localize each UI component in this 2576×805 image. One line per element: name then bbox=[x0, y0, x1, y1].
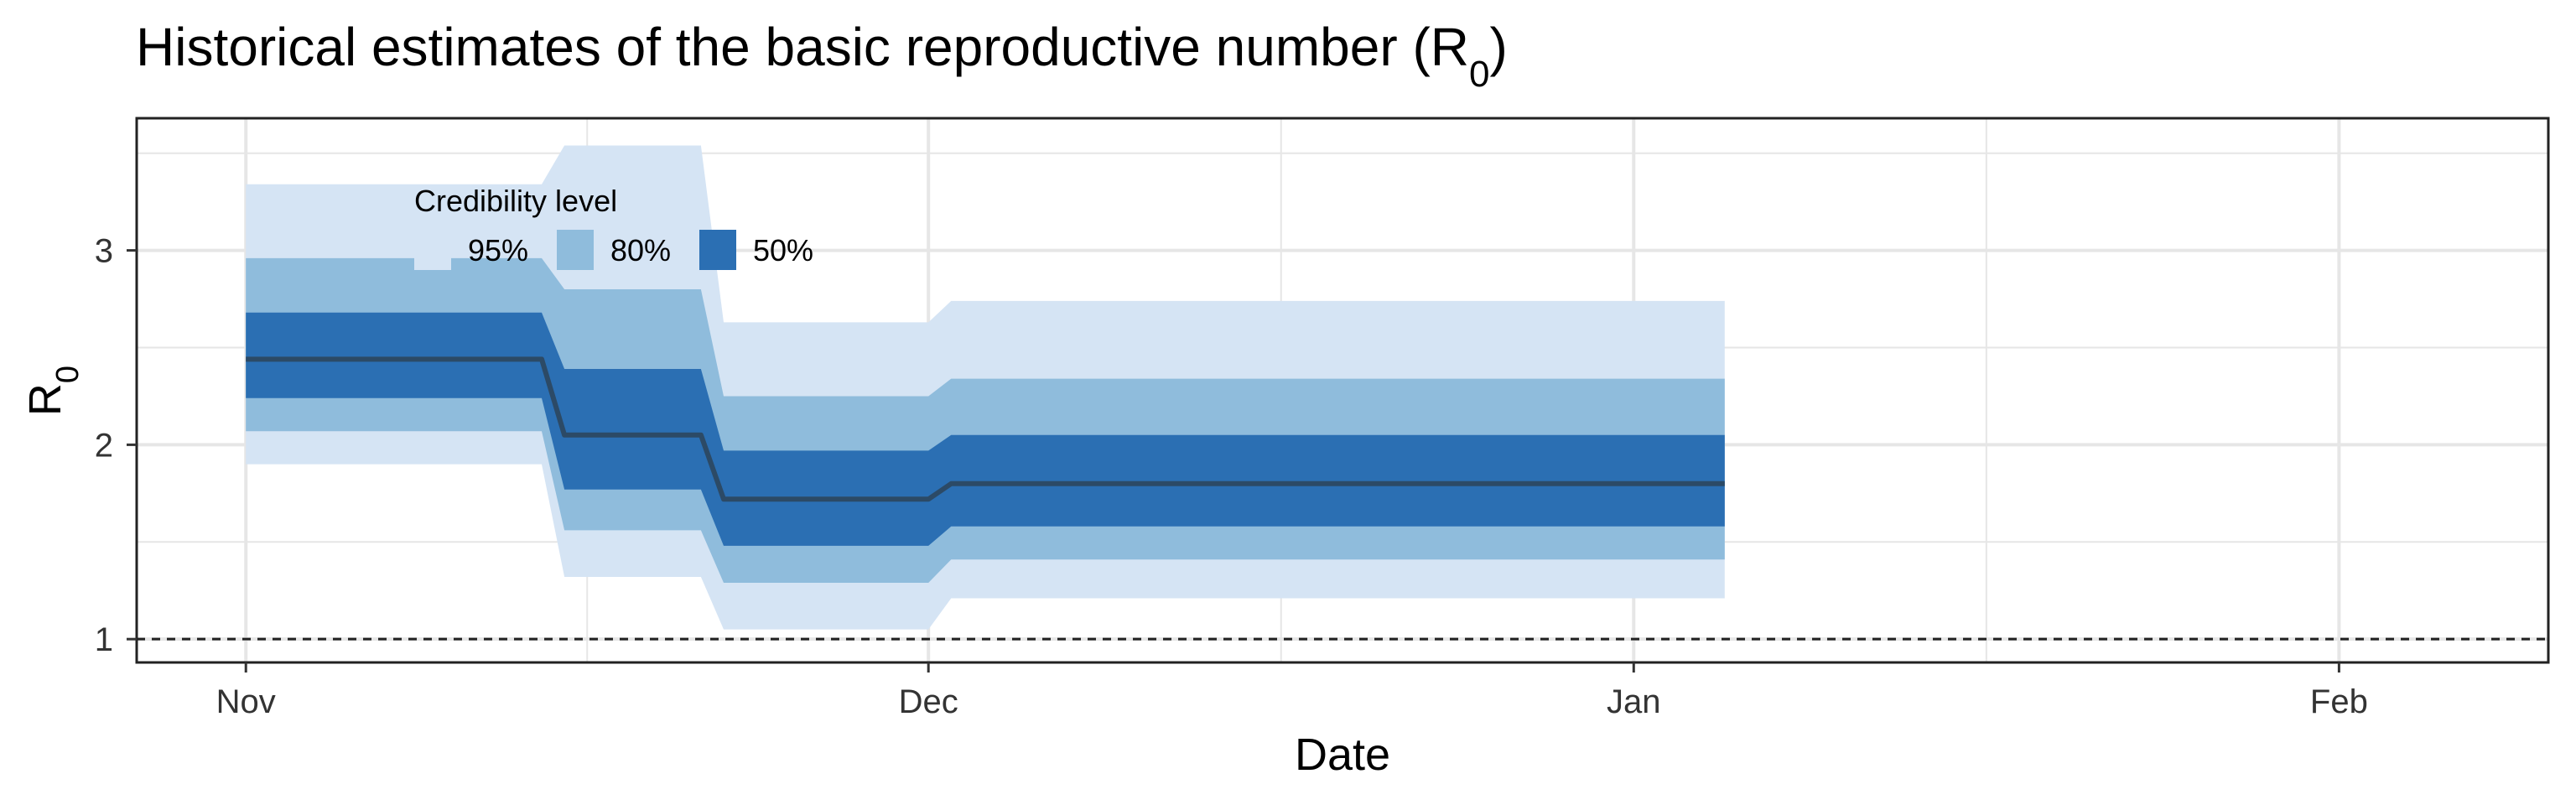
legend-key-95 bbox=[414, 230, 451, 270]
y-tick-label-2: 2 bbox=[95, 427, 113, 464]
legend-label-80: 80% bbox=[610, 233, 671, 267]
chart-title: Historical estimates of the basic reprod… bbox=[136, 17, 1508, 95]
y-axis-title: R0 bbox=[20, 366, 86, 416]
plot-panel-border bbox=[135, 117, 2550, 664]
credible-intervals bbox=[246, 145, 1725, 630]
y-axis: 1 2 3 bbox=[95, 233, 137, 658]
legend: Credibility level 95% 80% 50% bbox=[414, 184, 813, 270]
legend-label-50: 50% bbox=[753, 233, 813, 267]
x-tick-label-dec: Dec bbox=[899, 683, 958, 720]
x-tick-label-feb: Feb bbox=[2310, 683, 2368, 720]
grid bbox=[137, 118, 2548, 662]
x-axis-title: Date bbox=[1295, 730, 1390, 780]
legend-title: Credibility level bbox=[414, 184, 617, 218]
median-series bbox=[246, 356, 1725, 502]
legend-key-80 bbox=[557, 230, 594, 270]
band-50 bbox=[246, 312, 1725, 546]
y-tick-label-3: 3 bbox=[95, 233, 113, 270]
x-tick-label-jan: Jan bbox=[1607, 683, 1661, 720]
y-tick-label-1: 1 bbox=[95, 621, 113, 658]
median-line bbox=[246, 356, 1725, 502]
x-tick-label-nov: Nov bbox=[216, 683, 276, 720]
x-axis: Nov Dec Jan Feb bbox=[216, 662, 2368, 720]
legend-key-50 bbox=[699, 230, 736, 270]
legend-label-95: 95% bbox=[468, 233, 528, 267]
